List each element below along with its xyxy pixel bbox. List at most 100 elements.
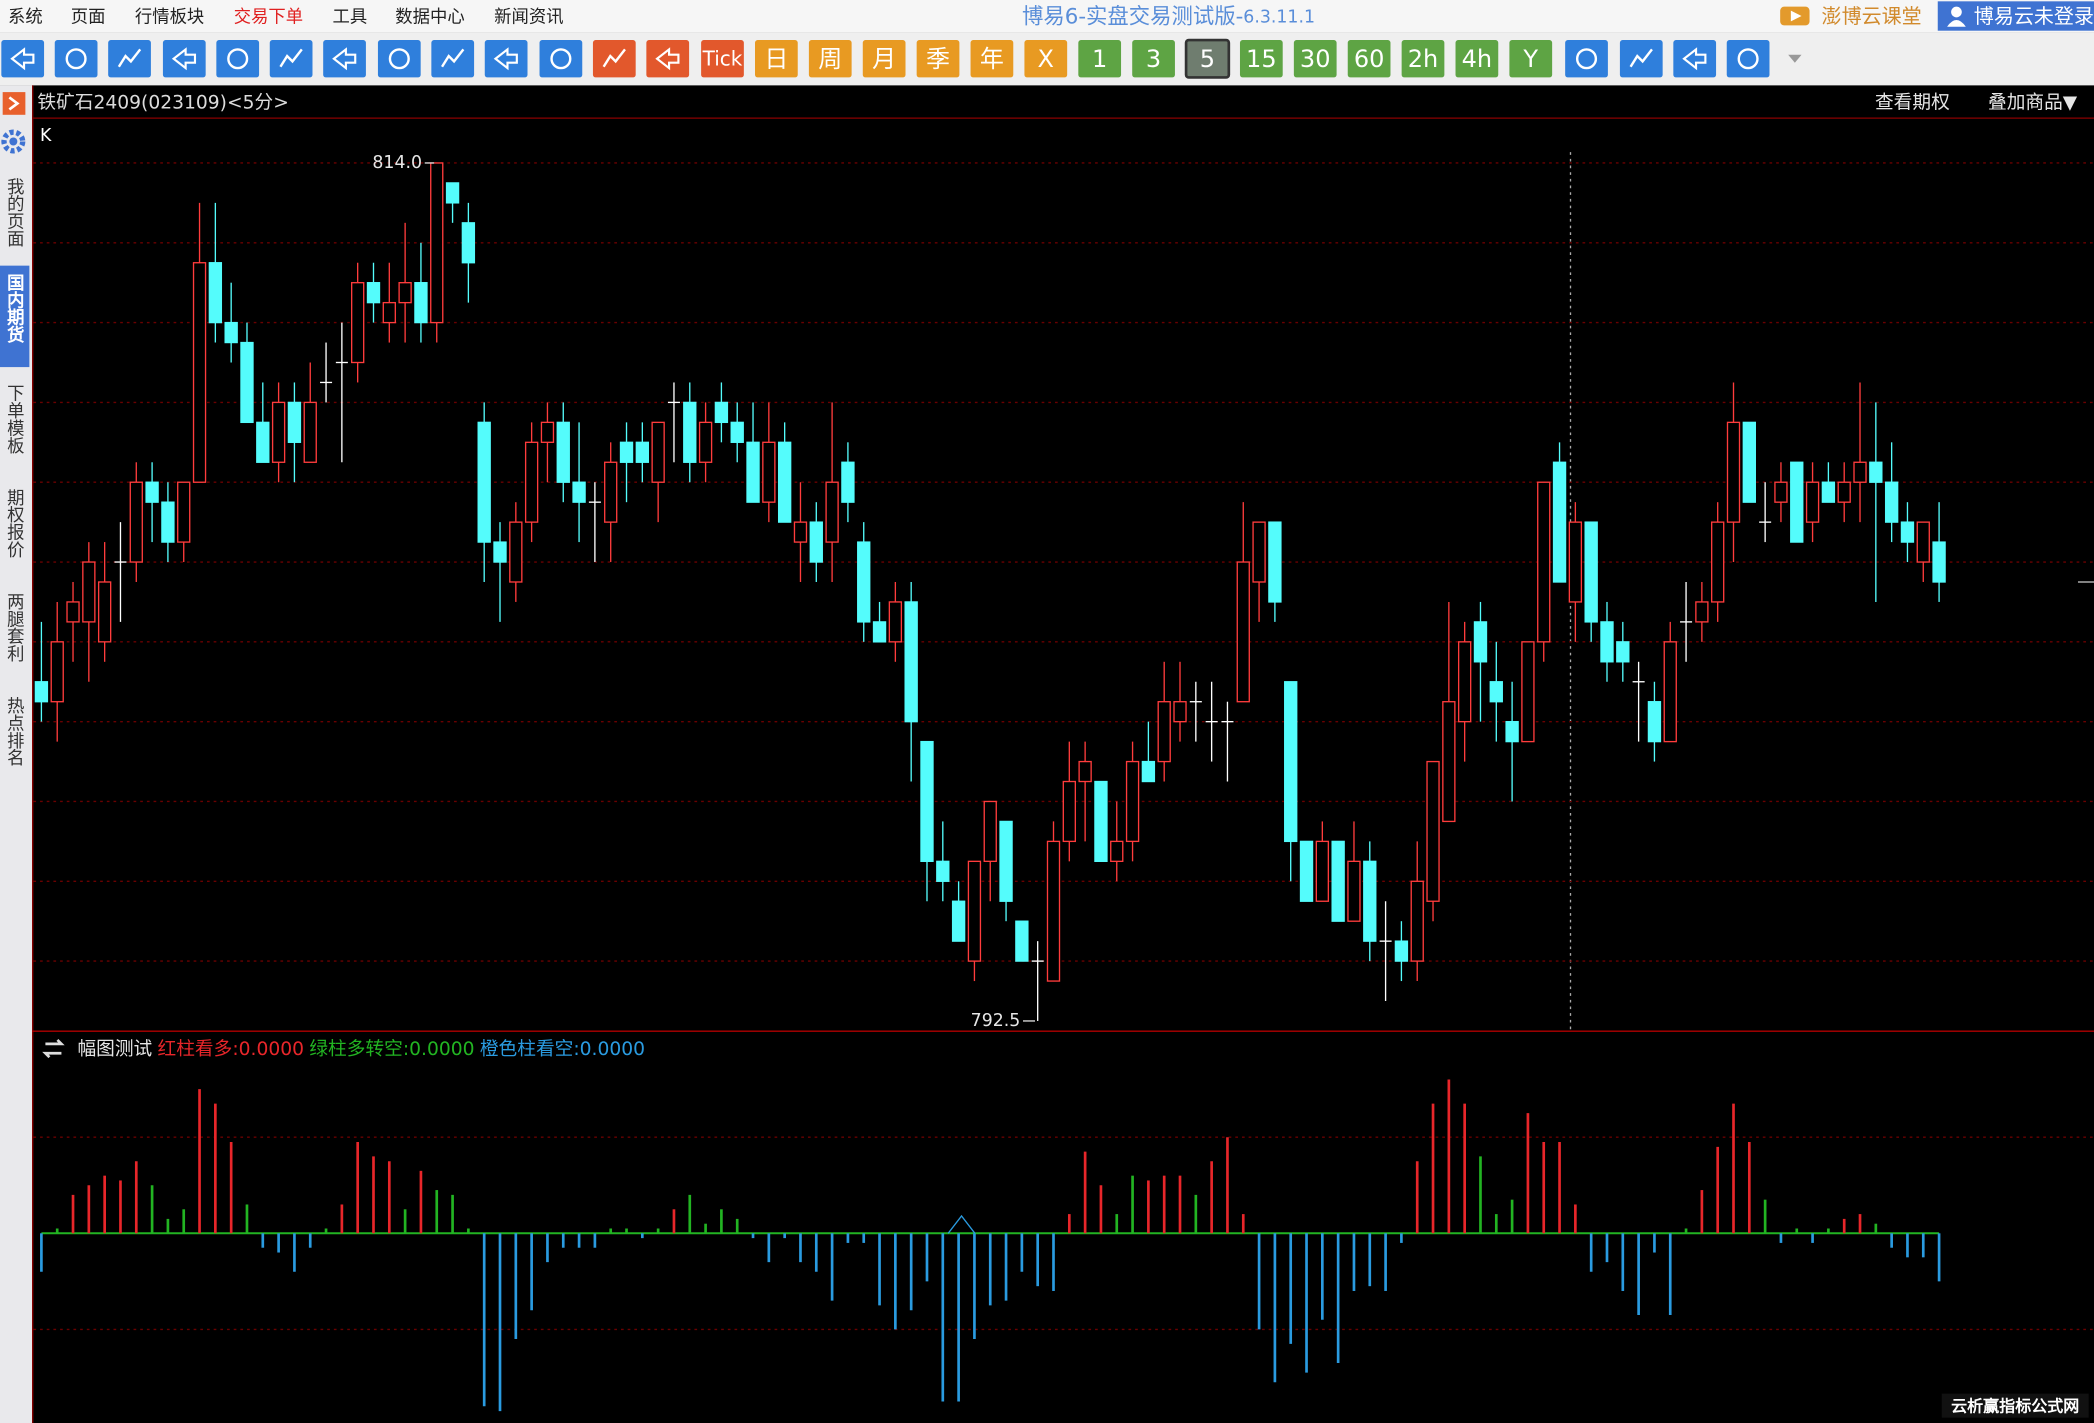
swap-icon[interactable] (42, 1038, 65, 1059)
button-bg (1509, 40, 1553, 78)
candle-body (714, 401, 729, 424)
course-link[interactable]: 澎博云课堂 (1822, 4, 1922, 28)
toolbar-button[interactable]: 4h (1455, 40, 1499, 78)
sidebar-active-bg (0, 265, 30, 368)
icon-glyph (65, 48, 87, 70)
toolbar-button[interactable]: 60 (1347, 40, 1391, 78)
toolbar-button[interactable]: X (1024, 40, 1068, 78)
toolbar-button[interactable]: 年 (970, 40, 1014, 78)
candle-body (556, 421, 570, 483)
sidebar-item[interactable]: 期权报价 (3, 489, 24, 558)
legend-name: 橙色柱看空 (480, 1039, 573, 1060)
candle-body (287, 401, 302, 443)
candle-body (1584, 521, 1598, 623)
toolbar-button[interactable]: 2h (1401, 40, 1445, 78)
toolbar-icon[interactable] (431, 40, 475, 78)
sidebar-item[interactable]: 国内期货 (3, 274, 24, 344)
button-label: 1 (1092, 45, 1107, 73)
button-bg (701, 40, 744, 78)
watermark: 云析赢指标公式网 (1951, 1396, 2079, 1415)
candle-body (762, 441, 776, 503)
candle-body (1363, 860, 1377, 942)
candle-body (398, 282, 412, 304)
sidebar-item[interactable]: 我的页面 (3, 178, 24, 247)
candle-body (1394, 940, 1409, 962)
menu-item[interactable]: 交易下单 (234, 7, 303, 27)
watermark-bg (1941, 1393, 2089, 1418)
candle-body (1869, 461, 1883, 483)
toolbar-icon[interactable] (54, 40, 98, 78)
icon-glyph (493, 47, 518, 71)
button-label: 季 (926, 45, 950, 73)
max-label: 814.0 (372, 153, 422, 173)
menu-item[interactable]: 新闻资讯 (494, 7, 563, 27)
candle-body (540, 421, 555, 443)
toolbar-button[interactable]: 周 (808, 40, 852, 78)
toolbar-button[interactable]: 3 (1132, 40, 1175, 78)
sidebar-item[interactable]: 两腿套利 (3, 593, 24, 662)
legend-value: 0.0000 (580, 1039, 645, 1060)
toolbar-icon[interactable] (1619, 40, 1663, 78)
toolbar-icon[interactable] (216, 40, 260, 78)
icon-bg (377, 40, 421, 78)
button-bg (1024, 40, 1068, 78)
toolbar-icon[interactable] (646, 40, 690, 78)
candle-body (1900, 521, 1915, 543)
toolbar-button[interactable]: Y (1509, 40, 1553, 78)
toolbar-button[interactable]: 1 (1078, 40, 1122, 78)
toolbar-button[interactable]: 月 (862, 40, 906, 78)
toolbar-icon[interactable] (484, 40, 528, 78)
toolbar-button[interactable]: Tick (701, 40, 744, 78)
toolbar-icon[interactable] (1, 40, 45, 78)
toolbar-button[interactable]: 日 (755, 40, 798, 78)
settings-icon-core (9, 137, 18, 146)
toolbar-icon[interactable] (377, 40, 421, 78)
candle-body (904, 601, 918, 723)
toolbar-icon[interactable] (539, 40, 583, 78)
toolbar-icon[interactable] (162, 40, 206, 78)
candle-body (872, 621, 887, 643)
toolbar-icon[interactable] (1565, 40, 1608, 78)
sidebar-toggle-glyph (8, 96, 20, 111)
zero-marker (947, 1214, 976, 1234)
menu-item[interactable]: 页面 (71, 7, 106, 27)
toolbar-button[interactable]: 30 (1293, 40, 1337, 78)
candle-body (777, 441, 792, 523)
toolbar-icon[interactable] (592, 40, 636, 78)
button-label: 年 (980, 45, 1004, 73)
candle-body (414, 282, 428, 324)
toolbar-more[interactable] (1788, 54, 1802, 63)
toolbar-button[interactable]: 季 (916, 40, 960, 78)
button-bg (1401, 40, 1445, 78)
menu-item[interactable]: 系统 (8, 7, 43, 27)
candle-body (1252, 521, 1266, 583)
sidebar-item[interactable]: 下单模板 (3, 384, 24, 453)
candle-body (1157, 701, 1171, 763)
overlay-button[interactable]: 叠加商品▼ (1988, 92, 2078, 113)
toolbar-button[interactable]: 15 (1239, 40, 1283, 78)
icon-bg (539, 40, 583, 78)
toolbar-icon[interactable] (323, 40, 366, 78)
menu-item[interactable]: 数据中心 (395, 7, 464, 27)
user-icon (1951, 6, 1962, 18)
toolbar-icon[interactable] (269, 40, 313, 78)
settings-icon[interactable] (1, 129, 26, 154)
toolbar-icon[interactable] (1673, 40, 1717, 78)
button-bg (916, 40, 960, 78)
toolbar-icon[interactable] (1726, 40, 1770, 78)
icon-glyph (279, 48, 303, 68)
legend-value: 0.0000 (409, 1039, 474, 1060)
login-link[interactable]: 博易云未登录 (1974, 4, 2094, 28)
sidebar-toggle[interactable] (2, 92, 26, 115)
candle-body (1347, 860, 1361, 922)
sidebar-item[interactable]: 热点排名 (3, 697, 24, 766)
menu-item[interactable]: 工具 (333, 7, 368, 27)
candle-body (920, 740, 934, 863)
toolbar-button[interactable]: 5 (1184, 38, 1231, 79)
toolbar-icon[interactable] (108, 40, 151, 78)
candle-body (1046, 840, 1061, 982)
icon-glyph (602, 48, 626, 68)
candle-body (888, 601, 903, 643)
menu-item[interactable]: 行情板块 (135, 7, 204, 27)
options-button[interactable]: 查看期权 (1875, 92, 1950, 113)
